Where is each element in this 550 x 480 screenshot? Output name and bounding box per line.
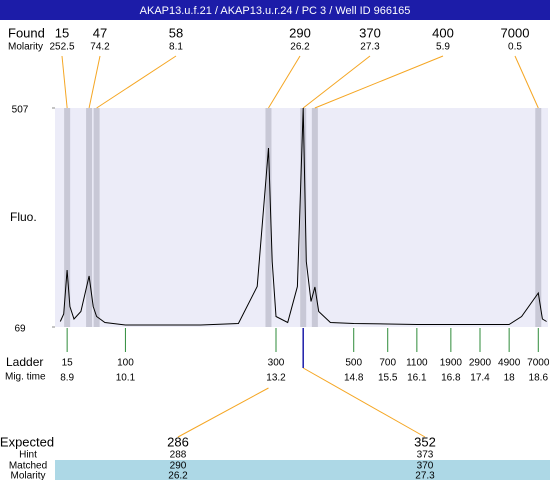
found-size: 7000	[501, 25, 530, 40]
peak-band	[64, 108, 71, 327]
found-size: 47	[93, 25, 107, 40]
found-molarity: 74.2	[90, 42, 110, 53]
ladder-size: 1100	[406, 358, 428, 369]
hint-label: Hint	[19, 450, 37, 461]
y-label: Fluo.	[10, 210, 37, 224]
ladder-time: 10.1	[116, 373, 136, 384]
exp-molarity-label: Molarity	[10, 471, 45, 480]
expected-leader	[177, 387, 269, 438]
y-tick-label: 69	[14, 324, 26, 335]
ladder-size: 300	[268, 358, 285, 369]
hint: 288	[170, 450, 187, 461]
peak-band	[535, 108, 542, 327]
found-leader	[514, 55, 539, 109]
peak-band	[86, 108, 93, 327]
matched-label: Matched	[9, 461, 47, 472]
title-bar	[0, 0, 550, 20]
found-size: 58	[169, 25, 183, 40]
found-size: 400	[432, 25, 454, 40]
found-leader	[96, 55, 177, 109]
expected-label: Expected	[0, 434, 54, 449]
matched: 370	[417, 461, 434, 472]
found-size: 290	[289, 25, 311, 40]
peak-band	[265, 108, 272, 327]
expected-size: 286	[167, 434, 189, 449]
ladder-size: 4900	[498, 358, 521, 369]
ladder-size: 7000	[527, 358, 550, 369]
found-label: Found	[8, 25, 45, 40]
found-leader	[302, 55, 371, 109]
found-leader	[61, 55, 68, 109]
found-molarity: 8.1	[169, 42, 183, 53]
peak-band	[311, 108, 318, 327]
found-size: 15	[55, 25, 69, 40]
ladder-time: 14.8	[344, 373, 364, 384]
found-molarity: 0.5	[508, 42, 522, 53]
found-molarity: 252.5	[49, 42, 74, 53]
found-molarity: 5.9	[436, 42, 450, 53]
peak-band	[93, 108, 100, 327]
found-size: 370	[359, 25, 381, 40]
ladder-label: Ladder	[6, 355, 43, 369]
found-leader	[268, 55, 301, 109]
title: AKAP13.u.f.21 / AKAP13.u.r.24 / PC 3 / W…	[140, 5, 411, 17]
found-leader	[314, 55, 444, 109]
ladder-size: 100	[117, 358, 134, 369]
ladder-time: 16.8	[441, 373, 461, 384]
ladder-time: 18	[504, 373, 516, 384]
y-tick-label: 507	[12, 105, 29, 116]
ladder-time: 17.4	[470, 373, 490, 384]
found-molarity: 26.2	[290, 42, 310, 53]
ladder-size: 1900	[440, 358, 463, 369]
ladder-time: 15.5	[378, 373, 398, 384]
peak-band	[300, 108, 307, 327]
expected-size: 352	[414, 434, 436, 449]
ladder-size: 700	[379, 358, 396, 369]
expected-leader	[302, 367, 426, 438]
found-molarity: 27.3	[360, 42, 380, 53]
molarity-label: Molarity	[8, 42, 43, 53]
ladder-size: 15	[62, 358, 74, 369]
ladder-size: 2900	[469, 358, 492, 369]
matched-band	[55, 460, 550, 480]
ladder-time: 8.9	[60, 373, 74, 384]
hint: 373	[417, 450, 434, 461]
ladder-size: 500	[345, 358, 362, 369]
ladder-time: 18.6	[529, 373, 549, 384]
time-label: Mig. time	[5, 372, 46, 383]
ladder-time: 16.1	[407, 373, 427, 384]
ladder-time: 13.2	[266, 373, 286, 384]
matched: 290	[170, 461, 187, 472]
expected-molarity: 27.3	[415, 471, 435, 480]
expected-molarity: 26.2	[168, 471, 188, 480]
trace	[59, 107, 547, 326]
found-leader	[88, 55, 101, 109]
